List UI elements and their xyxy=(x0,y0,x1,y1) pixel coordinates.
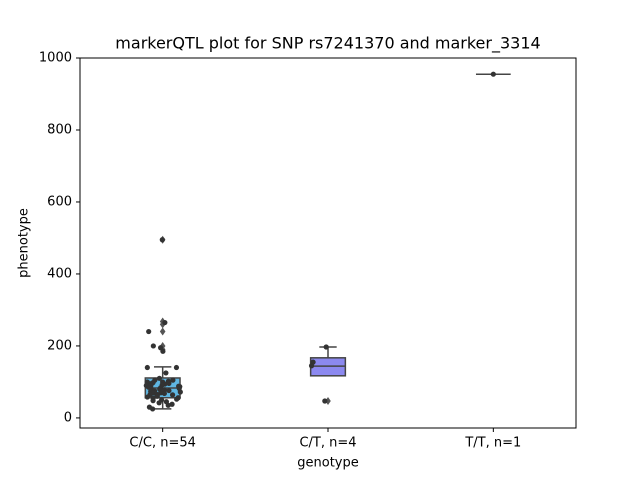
point xyxy=(166,387,172,394)
outlier xyxy=(159,327,166,336)
y-axis-label: phenotype xyxy=(17,208,32,278)
point xyxy=(323,344,329,350)
point xyxy=(170,377,176,383)
point xyxy=(173,364,180,371)
chart-title: markerQTL plot for SNP rs7241370 and mar… xyxy=(115,34,540,54)
point xyxy=(159,237,165,243)
point xyxy=(144,364,150,371)
point xyxy=(177,389,183,395)
x-tick-label: C/C, n=54 xyxy=(129,436,195,451)
x-tick-label: C/T, n=4 xyxy=(299,436,356,451)
y-tick-label: 400 xyxy=(47,266,72,281)
x-axis-label: genotype xyxy=(297,456,358,471)
point xyxy=(163,370,169,376)
point xyxy=(144,394,150,400)
point xyxy=(156,375,163,381)
outlier xyxy=(325,397,331,406)
x-tick-label: T/T, n=1 xyxy=(464,436,521,451)
y-tick-label: 600 xyxy=(47,194,72,209)
point xyxy=(174,396,180,402)
point xyxy=(165,402,171,408)
point xyxy=(154,393,160,399)
point xyxy=(156,400,162,406)
point xyxy=(150,406,156,412)
point xyxy=(162,319,168,326)
point xyxy=(160,348,166,354)
point xyxy=(150,343,156,349)
y-tick-label: 200 xyxy=(47,338,72,353)
point xyxy=(308,363,315,369)
point xyxy=(166,380,172,386)
point xyxy=(161,390,167,397)
y-tick-label: 800 xyxy=(47,122,72,137)
point xyxy=(146,328,152,335)
y-tick-label: 0 xyxy=(64,410,72,425)
point xyxy=(150,398,156,404)
point xyxy=(169,392,176,398)
point xyxy=(322,398,328,404)
y-tick-label: 1000 xyxy=(39,51,72,66)
point xyxy=(490,71,496,77)
